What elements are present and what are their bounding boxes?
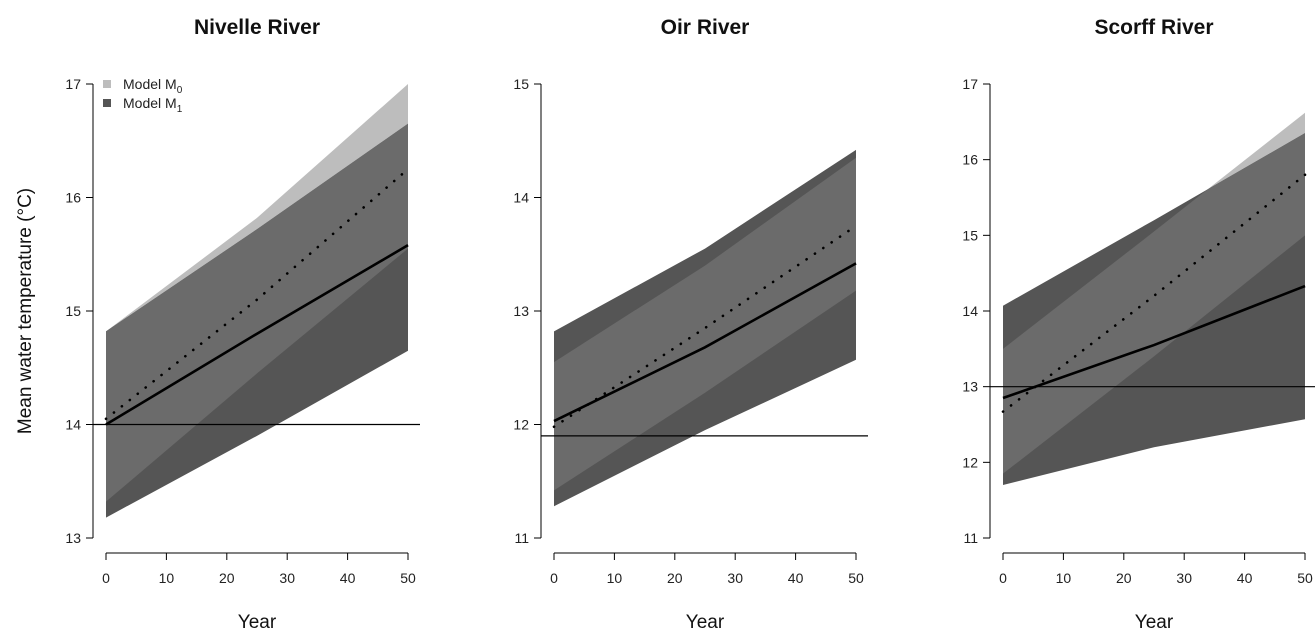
y-tick-label: 16	[65, 190, 81, 206]
x-tick-label: 40	[788, 570, 804, 586]
y-tick-label: 16	[962, 152, 978, 168]
x-axis-label: Year	[1135, 612, 1174, 633]
y-tick-label: 12	[513, 417, 529, 433]
y-tick-label: 17	[962, 76, 978, 92]
panel-title: Nivelle River	[194, 16, 320, 39]
y-tick-label: 15	[65, 303, 81, 319]
mean-line-model-m0	[552, 224, 858, 429]
x-tick-label: 30	[279, 570, 295, 586]
x-tick-label: 10	[1056, 570, 1072, 586]
legend-label-m1: Model M1	[123, 95, 183, 115]
x-axis-label: Year	[686, 612, 725, 633]
y-tick-label: 12	[962, 454, 978, 470]
panel-title: Scorff River	[1094, 16, 1213, 39]
band-overlap	[554, 157, 856, 491]
x-tick-label: 0	[999, 570, 1007, 586]
x-tick-label: 30	[1176, 570, 1192, 586]
panel-title: Oir River	[661, 16, 750, 39]
x-tick-label: 20	[219, 570, 235, 586]
y-axis-label: Mean water temperature (°C)	[15, 188, 36, 434]
x-tick-label: 10	[159, 570, 175, 586]
x-tick-label: 30	[727, 570, 743, 586]
band-overlap	[106, 123, 408, 502]
mean-line-model-m1	[1002, 284, 1306, 400]
panel-1: 13 14 15 16 17 0 10 20 30 40 50 Nivelle River Year Me…	[15, 16, 420, 633]
y-tick-label: 14	[962, 303, 978, 319]
y-tick-label: 15	[962, 227, 978, 243]
x-tick-label: 0	[550, 570, 558, 586]
panel-2: 11 12 13 14 15 0 10 20 30 40 50 Oir River Year	[513, 16, 868, 633]
y-tick-label: 13	[65, 530, 81, 546]
x-tick-label: 0	[102, 570, 110, 586]
y-tick-label: 15	[513, 76, 529, 92]
x-axis-label: Year	[238, 612, 277, 633]
y-tick-label: 17	[65, 76, 81, 92]
y-tick-label: 13	[962, 379, 978, 395]
y-tick-label: 11	[514, 530, 529, 546]
x-tick-label: 40	[340, 570, 356, 586]
x-tick-label: 20	[667, 570, 683, 586]
band-overlap	[1003, 133, 1305, 474]
y-tick-label: 14	[65, 417, 81, 433]
x-tick-label: 50	[1297, 570, 1313, 586]
x-tick-label: 50	[400, 570, 416, 586]
x-tick-label: 40	[1237, 570, 1253, 586]
mean-line-model-m0	[104, 167, 410, 421]
y-tick-label: 13	[513, 303, 529, 319]
y-tick-label: 14	[513, 190, 529, 206]
y-tick-label: 11	[963, 530, 978, 546]
legend-label-m0: Model M0	[123, 76, 183, 96]
x-tick-label: 20	[1116, 570, 1132, 586]
legend-swatch-m1	[103, 99, 111, 107]
mean-line-model-m1	[553, 262, 857, 423]
mean-line-model-m1	[105, 244, 409, 426]
x-tick-label: 50	[848, 570, 864, 586]
panel-3: 11 12 13 14 15 16 17 0 10 20 30 40 50 Scorff River Yea…	[962, 16, 1315, 633]
x-tick-label: 10	[607, 570, 623, 586]
legend-swatch-m0	[103, 80, 111, 88]
